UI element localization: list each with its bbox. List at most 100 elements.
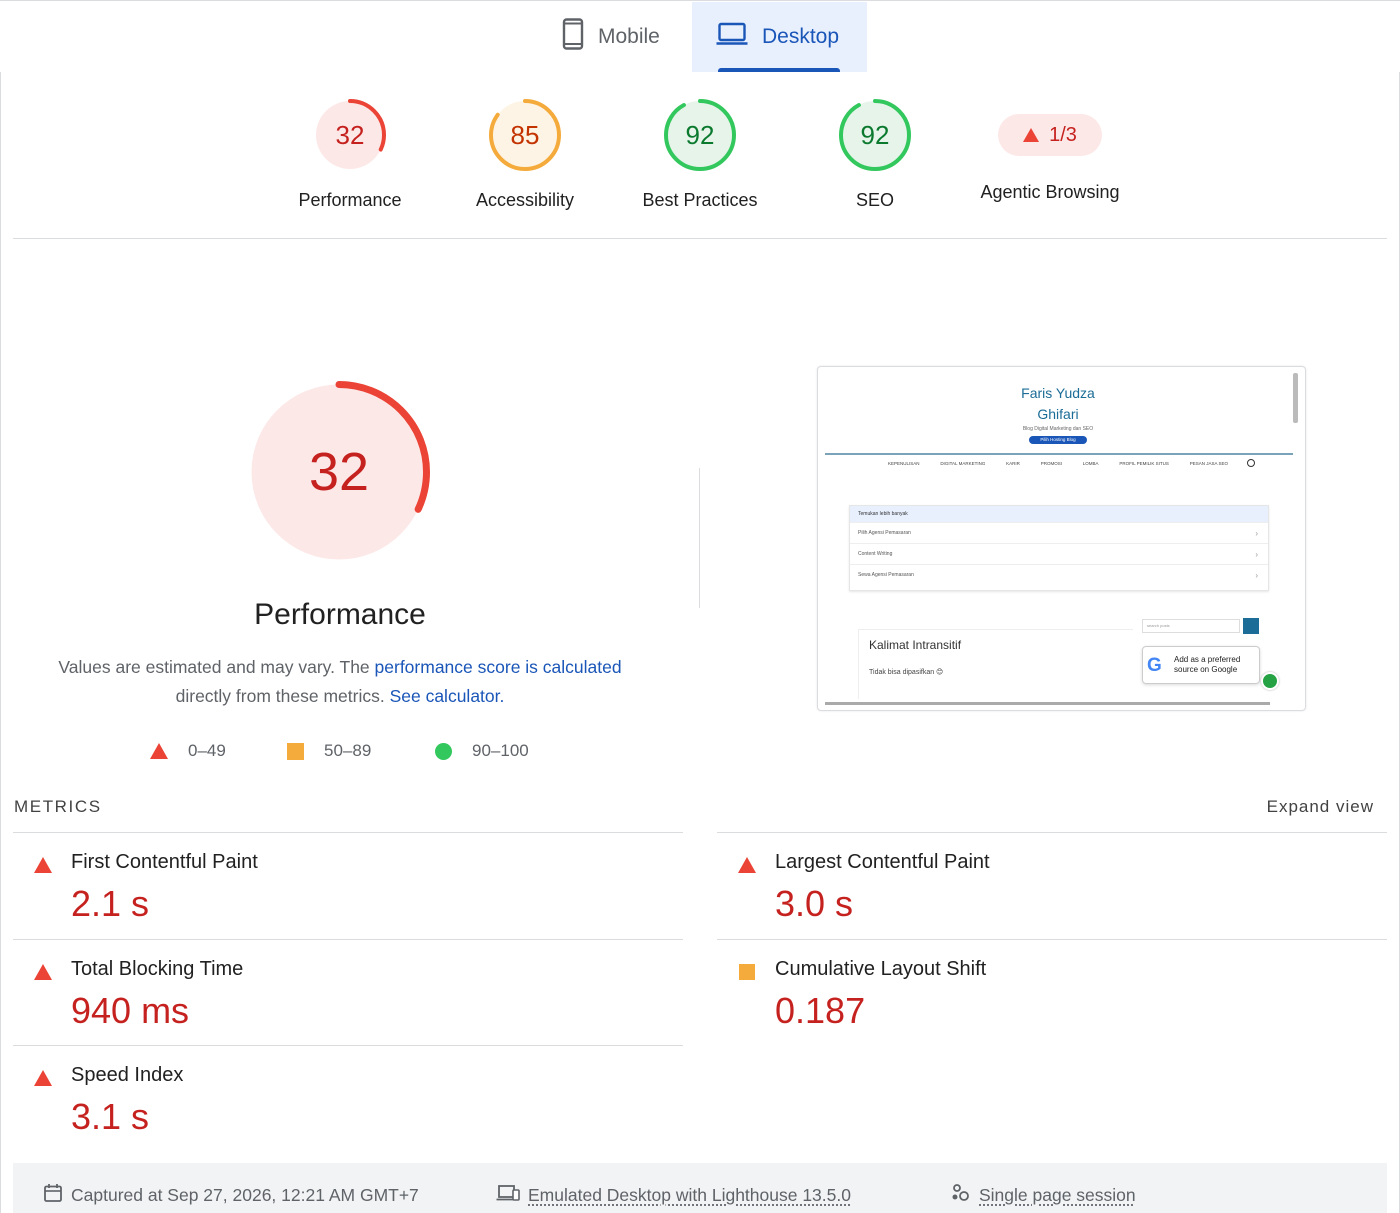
gauge-seo[interactable]: 92 SEO <box>790 98 960 211</box>
gauge-ring <box>314 99 386 171</box>
mobile-phone-icon <box>562 18 584 56</box>
performance-score: 32 <box>308 442 370 502</box>
metric-label: Largest Contentful Paint <box>775 851 990 873</box>
site-pill: Pilih Hosting Blog <box>1029 436 1087 444</box>
suggestion-row: Sewa Agensi Pemasaran <box>850 564 1268 586</box>
post-sub: Tidak bisa dipasifkan 😊 <box>869 669 944 676</box>
device-tabs: Mobile Desktop <box>0 0 1400 72</box>
tab-desktop-label: Desktop <box>762 25 840 48</box>
left-border <box>0 72 1 1213</box>
gauge-best-practices[interactable]: 92 Best Practices <box>615 98 785 211</box>
legend-pass-label: 90–100 <box>472 741 529 760</box>
session-icon <box>951 1183 971 1208</box>
active-tab-indicator <box>718 68 840 72</box>
fail-triangle-icon <box>738 857 756 873</box>
warning-triangle-icon <box>1023 128 1040 142</box>
score-gauge: 32 <box>313 98 387 172</box>
gauge-accessibility[interactable]: 85 Accessibility <box>440 98 610 211</box>
site-post-card: Kalimat Intransitif Tidak bisa dipasifka… <box>858 629 1133 699</box>
suggestion-row: Pilih Agensi Pemasaran <box>850 522 1268 544</box>
agentic-badge: 1/3 <box>998 114 1102 156</box>
metric-label: Cumulative Layout Shift <box>775 958 987 980</box>
metric-value: 3.1 s <box>71 1096 150 1137</box>
site-nav-item: PESAN JASA SEO <box>1189 461 1228 466</box>
desc-text: Values are estimated and may vary. The <box>58 657 375 677</box>
gauge-ring <box>489 99 561 171</box>
legend-average: 50–89 <box>287 740 371 762</box>
legend-fail: 0–49 <box>150 740 226 762</box>
score-gauge: 92 <box>663 98 737 172</box>
average-square-icon <box>739 964 755 980</box>
desc-text: directly from these metrics. <box>175 686 390 706</box>
expand-view-button[interactable]: Expand view <box>1266 797 1374 816</box>
emulated-device[interactable]: Emulated Desktop with Lighthouse 13.5.0 <box>496 1183 851 1208</box>
site-suggestion-box: Temukan lebih banyak Pilih Agensi Pemasa… <box>849 505 1269 591</box>
post-title: Kalimat Intransitif <box>869 638 962 652</box>
performance-score-link[interactable]: performance score is calculated <box>374 657 622 677</box>
google-source-card: G Add as a preferred source on Google <box>1142 646 1260 684</box>
legend-average-label: 50–89 <box>324 741 372 760</box>
metric-tbt: Total Blocking Time 940 ms <box>13 939 683 1045</box>
metric-label: First Contentful Paint <box>71 851 258 873</box>
metric-value: 940 ms <box>71 990 190 1031</box>
captured-at: Captured at Sep 27, 2026, 12:21 AM GMT+7 <box>43 1183 419 1208</box>
session-type[interactable]: Single page session <box>951 1183 1136 1208</box>
site-nav-item: PROMOSI <box>1040 461 1062 466</box>
score-number: 32 <box>335 120 365 150</box>
tab-mobile-label: Mobile <box>598 25 660 48</box>
green-circle-icon <box>435 742 452 760</box>
final-screenshot[interactable]: Faris Yudza Ghifari Blog Digital Marketin… <box>817 366 1306 711</box>
see-calculator-link[interactable]: See calculator. <box>389 686 505 706</box>
divider <box>13 238 1387 239</box>
site-search-box: search posts <box>1142 619 1240 633</box>
legend-fail-label: 0–49 <box>188 741 226 760</box>
fail-triangle-icon <box>34 1070 52 1086</box>
metric-label: Speed Index <box>71 1064 184 1086</box>
legend-pass: 90–100 <box>435 740 529 762</box>
site-search-icon <box>1247 459 1255 467</box>
category-label: SEO <box>855 190 894 210</box>
gauge-performance[interactable]: 32 Performance <box>265 98 435 211</box>
runtime-settings: Captured at Sep 27, 2026, 12:21 AM GMT+7… <box>13 1163 1387 1213</box>
score-number: 92 <box>860 120 890 150</box>
vertical-separator <box>699 468 700 608</box>
devices-icon <box>496 1183 520 1208</box>
gauge-agentic-browsing[interactable]: 1/3 Agentic Browsing <box>965 98 1135 203</box>
score-gauge: 85 <box>488 98 562 172</box>
laptop-icon <box>716 22 748 52</box>
fail-triangle-icon <box>34 964 52 980</box>
site-nav: KEPENULISAN DIGITAL MARKETING KARIR PROM… <box>888 461 1228 466</box>
metric-fcp: First Contentful Paint 2.1 s <box>13 832 683 938</box>
site-nav-item: KEPENULISAN <box>888 461 920 466</box>
fail-triangle-icon <box>34 857 52 873</box>
emulated-text: Emulated Desktop with Lighthouse 13.5.0 <box>528 1185 851 1205</box>
site-search-button <box>1243 618 1259 634</box>
score-number: 92 <box>685 120 715 150</box>
metric-value: 3.0 s <box>775 883 854 924</box>
performance-title: Performance <box>254 598 426 631</box>
gauge-ring <box>839 99 911 171</box>
metric-value: 0.187 <box>775 990 866 1031</box>
site-nav-item: DIGITAL MARKETING <box>940 461 986 466</box>
agentic-badge-text: 1/3 <box>1049 123 1077 146</box>
captured-text: Captured at Sep 27, 2026, 12:21 AM GMT+7 <box>71 1185 419 1205</box>
calendar-icon <box>43 1183 63 1208</box>
big-gauge-ring <box>248 381 430 563</box>
site-nav-item: KARIR <box>1006 461 1020 466</box>
tab-desktop[interactable]: Desktop <box>692 2 867 72</box>
tab-mobile[interactable]: Mobile <box>556 2 686 72</box>
orange-square-icon <box>287 742 304 760</box>
category-label: Agentic Browsing <box>980 182 1120 202</box>
score-number: 85 <box>510 120 540 150</box>
red-triangle-icon <box>150 743 168 759</box>
category-label: Best Practices <box>642 190 758 210</box>
site-header-bar <box>825 453 1293 455</box>
site-title: Faris Yudza Ghifari <box>1021 385 1095 422</box>
metric-si: Speed Index 3.1 s <box>13 1045 683 1151</box>
horizontal-scrollbar <box>825 702 1270 705</box>
performance-description: Values are estimated and may vary. The p… <box>40 653 640 711</box>
google-source-text: Add as a preferred source on Google <box>1174 655 1241 674</box>
metrics-heading: METRICS <box>14 797 102 816</box>
gauge-ring <box>664 99 736 171</box>
metric-lcp: Largest Contentful Paint 3.0 s <box>717 832 1387 938</box>
